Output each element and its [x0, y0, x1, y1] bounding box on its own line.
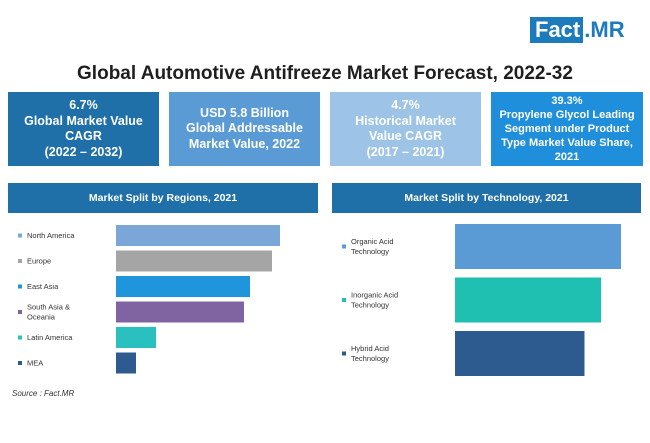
regions-bar — [116, 327, 156, 348]
logo-mr-text: MR — [590, 17, 625, 42]
kpi-line: 2021 — [554, 151, 580, 163]
regions-category-label: Europe — [27, 257, 51, 266]
logo-fact: Fact — [530, 17, 584, 43]
kpi-line: Global Market Value — [24, 113, 143, 128]
technology-bar — [455, 224, 621, 269]
technology-label-marker — [342, 351, 346, 356]
kpi-line: Segment under Product — [504, 123, 630, 135]
technology-label-marker — [342, 244, 346, 249]
kpi-line: USD 5.8 Billion — [200, 105, 289, 120]
technology-label-marker — [342, 298, 346, 302]
technology-bar — [455, 331, 585, 376]
kpi-leading-segment: 39.3% Propylene Glycol Leading Segment u… — [491, 92, 643, 166]
kpi-line: (2017 – 2021) — [366, 144, 445, 159]
technology-category-label: Organic Acid Technology — [351, 237, 394, 256]
kpi-line: Value CAGR — [369, 129, 442, 143]
kpi-line: Type Market Value Share, — [501, 137, 633, 149]
regions-category-label: MEA — [27, 359, 43, 368]
technology-bar — [455, 277, 602, 323]
regions-label-marker — [18, 233, 22, 238]
technology-chart-title: Market Split by Technology, 2021 — [332, 183, 641, 213]
regions-bar — [116, 225, 280, 246]
regions-label-marker — [18, 310, 22, 314]
regions-category-label: East Asia — [27, 282, 59, 291]
kpi-line: 4.7% — [391, 98, 420, 112]
technology-category-label: Inorganic Acid Technology — [351, 291, 398, 310]
logo-mr: .MR — [583, 17, 624, 43]
kpi-market-value: USD 5.8 Billion Global Addressable Marke… — [169, 92, 320, 166]
regions-chart-title: Market Split by Regions, 2021 — [8, 183, 318, 213]
kpi-market-cagr: 6.7% Global Market Value CAGR (2022 – 20… — [8, 92, 159, 166]
regions-bar — [116, 250, 272, 272]
regions-category-label: Latin America — [27, 333, 73, 342]
regions-bar — [116, 301, 244, 323]
kpi-line: (2022 – 2032) — [44, 144, 123, 159]
regions-bar — [116, 352, 136, 374]
kpi-line: CAGR — [65, 129, 102, 143]
kpi-line: Historical Market — [355, 113, 456, 128]
kpi-historical-cagr: 4.7% Historical Market Value CAGR (2017 … — [330, 92, 481, 166]
regions-label-marker — [18, 335, 22, 340]
regions-label-marker — [18, 259, 22, 263]
kpi-line: Market Value, 2022 — [188, 136, 301, 151]
source-note: Source : Fact.MR — [12, 389, 75, 398]
kpi-line: 6.7% — [69, 98, 98, 112]
regions-category-label: North America — [27, 231, 75, 240]
technology-category-label: Hybrid Acid Technology — [351, 344, 389, 363]
regions-label-marker — [18, 284, 22, 289]
logo-dot: . — [584, 17, 591, 42]
regions-bar — [116, 276, 250, 297]
kpi-line: Global Addressable — [186, 121, 303, 136]
kpi-line: Propylene Glycol Leading — [499, 109, 635, 121]
kpi-line: 39.3% — [551, 95, 583, 107]
factmr-logo: Fact .MR — [530, 17, 625, 43]
page-title: Global Automotive Antifreeze Market Fore… — [77, 63, 573, 84]
regions-label-marker — [18, 361, 22, 365]
regions-category-label: South Asia & Oceania — [27, 303, 70, 322]
